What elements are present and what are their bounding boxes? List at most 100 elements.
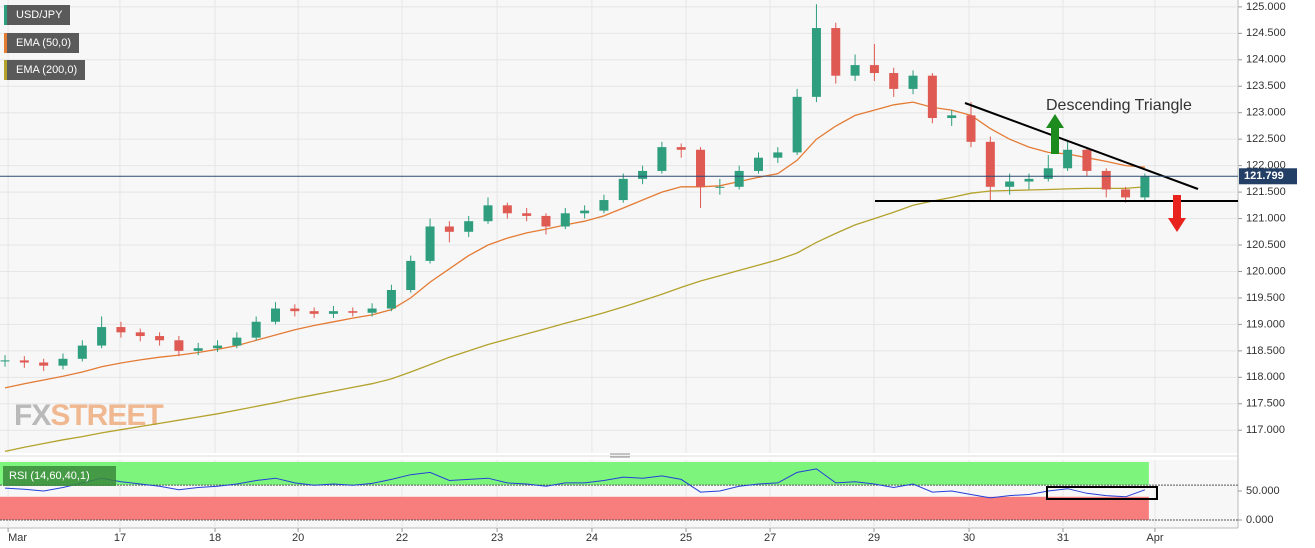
- candle-body: [270, 308, 280, 322]
- candle-body: [1082, 149, 1092, 171]
- candle-body: [425, 226, 435, 261]
- candle-body: [792, 96, 802, 153]
- x-tick-label: Apr: [1146, 532, 1163, 544]
- candle-body: [1043, 168, 1053, 179]
- price-pane: [0, 0, 1238, 453]
- candle-body: [367, 308, 377, 313]
- candle-body: [0, 360, 10, 362]
- candle-body: [1121, 189, 1131, 198]
- divider-handle[interactable]: [610, 453, 630, 458]
- x-tick-label: 25: [680, 532, 692, 544]
- resistance-trendline[interactable]: [964, 102, 1199, 190]
- rsi-range-box[interactable]: [1046, 486, 1158, 500]
- candle-body: [696, 149, 706, 187]
- candle-body: [831, 28, 841, 76]
- y-tick-label: 120.000: [1246, 265, 1286, 277]
- candle-body: [97, 327, 107, 346]
- candle-body: [251, 321, 261, 338]
- candle-body: [464, 221, 474, 232]
- y-tick-label: 123.500: [1246, 80, 1286, 92]
- candle-body: [1140, 176, 1150, 198]
- candle-body: [309, 311, 319, 314]
- watermark-fx: FX: [14, 399, 51, 432]
- candle-body: [1063, 149, 1073, 169]
- candle-body: [657, 147, 667, 171]
- candle-body: [232, 337, 242, 346]
- candle-body: [58, 358, 68, 366]
- marks: [0, 4, 1150, 499]
- rsi-label: RSI (14,60,40,1): [9, 470, 90, 482]
- candle-body: [618, 178, 628, 201]
- candle-body: [985, 141, 995, 187]
- x-tick-label: 20: [292, 532, 304, 544]
- candle-body: [811, 28, 821, 97]
- candle-body: [444, 226, 454, 232]
- candle-body: [213, 345, 223, 349]
- y-tick-label: 117.500: [1246, 398, 1285, 410]
- candle-body: [715, 186, 725, 188]
- x-tick-label: Mar: [8, 532, 27, 544]
- candle-body: [927, 75, 937, 119]
- candle-body: [676, 147, 686, 150]
- x-tick-label: 18: [209, 532, 221, 544]
- y-tick-label: 121.500: [1246, 186, 1286, 198]
- last-price-box: [1239, 168, 1297, 185]
- candle-body: [947, 115, 957, 119]
- candle-body: [193, 348, 203, 351]
- watermark-street: STREET: [50, 399, 163, 432]
- candle-body: [135, 332, 145, 337]
- ema-line: [4, 101, 1145, 389]
- x-tick-label: 27: [764, 532, 776, 544]
- candle-body: [773, 152, 783, 158]
- candle-body: [386, 290, 396, 309]
- candle-body: [560, 213, 570, 227]
- last-price-label: 121.799: [1244, 170, 1284, 182]
- y-tick-label: 117.000: [1246, 424, 1285, 436]
- legend-price[interactable]: USD/JPY: [4, 5, 71, 25]
- y-tick-label: 123.000: [1246, 107, 1286, 119]
- y-tick-label: 119.500: [1246, 292, 1285, 304]
- y-tick-label: 124.000: [1246, 54, 1286, 66]
- candle-body: [522, 213, 532, 216]
- candle-body: [734, 170, 744, 187]
- x-tick-label: 30: [963, 532, 975, 544]
- candle-body: [1024, 178, 1034, 182]
- y-tick-label: 118.000: [1246, 371, 1285, 383]
- candle-body: [580, 210, 590, 214]
- candle-body: [348, 311, 358, 313]
- candle-body: [155, 336, 165, 341]
- y-tick-label: 119.000: [1246, 318, 1285, 330]
- y-tick-label: 125.000: [1246, 1, 1286, 13]
- y-tick-label: 122.500: [1246, 133, 1286, 145]
- rsi-line: [4, 468, 1146, 499]
- candle-body: [328, 311, 338, 314]
- candle-body: [966, 115, 976, 142]
- candle-body: [19, 360, 29, 363]
- candle-body: [1101, 170, 1111, 190]
- y-tick-label: 118.500: [1246, 345, 1285, 357]
- candle-body: [889, 73, 899, 89]
- legend-ema50[interactable]: EMA (50,0): [4, 33, 80, 53]
- candle-body: [638, 170, 648, 179]
- rsi-band: [0, 461, 1149, 486]
- rsi-band: [0, 496, 1149, 520]
- y-tick-label: 120.500: [1246, 239, 1286, 251]
- legend-ema200[interactable]: EMA (200,0): [4, 60, 86, 80]
- candle-body: [39, 362, 49, 366]
- candle-body: [290, 308, 300, 312]
- candle-body: [753, 157, 763, 171]
- up-arrow: [1046, 114, 1064, 154]
- candle-body: [541, 215, 551, 227]
- x-tick-label: 24: [586, 532, 598, 544]
- annotation: Descending Triangle: [1046, 97, 1192, 114]
- candle-body: [869, 65, 879, 74]
- down-arrow: [1168, 195, 1186, 232]
- candle-body: [599, 200, 609, 211]
- rsi-y-tick-label: 50.000: [1246, 485, 1280, 497]
- candle-body: [77, 345, 87, 359]
- candle-body: [174, 340, 184, 351]
- x-tick-label: 31: [1057, 532, 1069, 544]
- rsi-y-tick-label: 0.000: [1246, 514, 1274, 526]
